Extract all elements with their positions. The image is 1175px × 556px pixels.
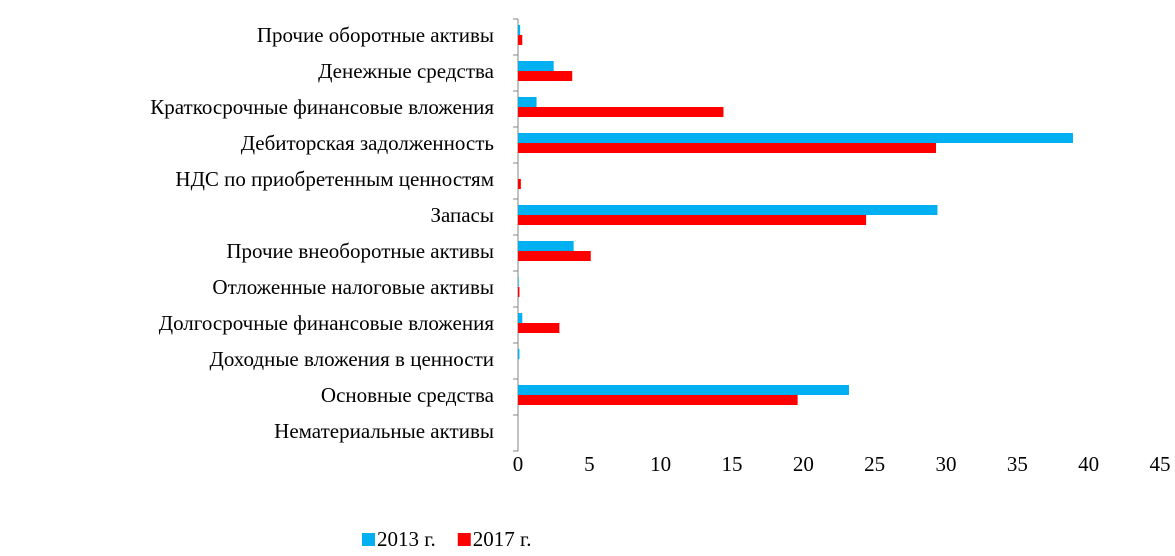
legend-label: 2017 г. [473, 527, 532, 551]
y-tick-label: Запасы [430, 203, 494, 227]
bar [518, 107, 724, 117]
y-tick-label: Отложенные налоговые активы [212, 275, 494, 299]
bar [518, 395, 798, 405]
bar [518, 205, 938, 215]
y-tick-label: НДС по приобретенным ценностям [175, 167, 494, 191]
y-tick-label: Основные средства [321, 383, 495, 407]
bar [518, 133, 1073, 143]
x-tick-label: 30 [936, 452, 957, 476]
bar [518, 323, 560, 333]
x-tick-label: 45 [1150, 452, 1171, 476]
bar [518, 71, 573, 81]
y-tick-label: Нематериальные активы [274, 419, 494, 443]
y-tick-label: Дебиторская задолженность [241, 131, 494, 155]
bar [518, 25, 521, 35]
bar [518, 287, 520, 297]
bar [518, 385, 849, 395]
bar [518, 179, 521, 189]
x-tick-label: 15 [722, 452, 743, 476]
y-tick-label: Долгосрочные финансовые вложения [159, 311, 495, 335]
y-tick-label: Прочие оборотные активы [257, 23, 494, 47]
x-tick-label: 20 [793, 452, 814, 476]
bar [518, 349, 520, 359]
bar [518, 251, 591, 261]
y-tick-label: Доходные вложения в ценности [210, 347, 495, 371]
x-tick-label: 10 [650, 452, 671, 476]
bar [518, 143, 937, 153]
legend-label: 2013 г. [377, 527, 436, 551]
bar [518, 241, 574, 251]
legend-swatch [457, 533, 471, 546]
x-tick-label: 25 [864, 452, 885, 476]
x-tick-label: 40 [1078, 452, 1099, 476]
bar [518, 35, 523, 45]
bar [518, 97, 537, 107]
y-tick-label: Денежные средства [318, 59, 495, 83]
x-tick-label: 0 [513, 452, 524, 476]
x-tick-label: 5 [584, 452, 595, 476]
x-tick-label: 35 [1007, 452, 1028, 476]
legend-swatch [362, 533, 375, 546]
y-tick-label: Прочие внеоборотные активы [226, 239, 494, 263]
bar [518, 277, 519, 287]
bar [518, 61, 554, 71]
bar [518, 313, 523, 323]
bar [518, 215, 867, 225]
y-tick-label: Краткосрочные финансовые вложения [150, 95, 494, 119]
